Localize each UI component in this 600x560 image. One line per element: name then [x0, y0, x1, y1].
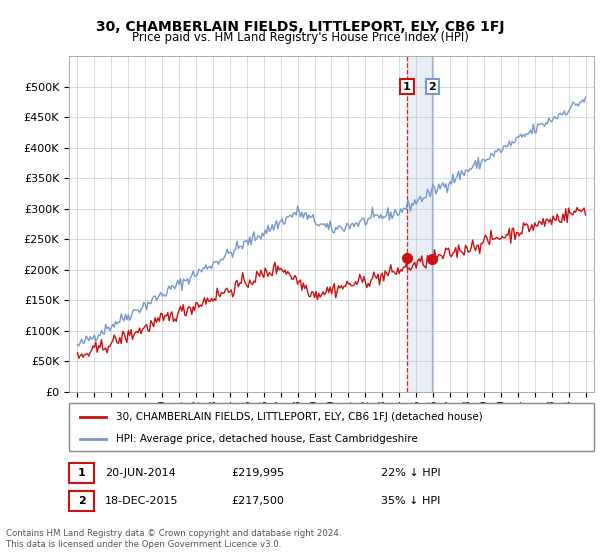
Text: 1: 1 [403, 82, 411, 91]
FancyBboxPatch shape [69, 403, 594, 451]
Text: 30, CHAMBERLAIN FIELDS, LITTLEPORT, ELY, CB6 1FJ (detached house): 30, CHAMBERLAIN FIELDS, LITTLEPORT, ELY,… [116, 412, 483, 422]
Text: 2: 2 [78, 496, 85, 506]
Text: 2: 2 [428, 82, 436, 91]
Text: Contains HM Land Registry data © Crown copyright and database right 2024.
This d: Contains HM Land Registry data © Crown c… [6, 529, 341, 549]
Text: HPI: Average price, detached house, East Cambridgeshire: HPI: Average price, detached house, East… [116, 434, 418, 444]
Text: Price paid vs. HM Land Registry's House Price Index (HPI): Price paid vs. HM Land Registry's House … [131, 31, 469, 44]
Text: 18-DEC-2015: 18-DEC-2015 [105, 496, 179, 506]
Text: 1: 1 [78, 468, 85, 478]
Text: 22% ↓ HPI: 22% ↓ HPI [381, 468, 440, 478]
Text: 35% ↓ HPI: 35% ↓ HPI [381, 496, 440, 506]
Bar [407, 56, 433, 392]
Text: 20-JUN-2014: 20-JUN-2014 [105, 468, 176, 478]
Text: £219,995: £219,995 [231, 468, 284, 478]
Text: 30, CHAMBERLAIN FIELDS, LITTLEPORT, ELY, CB6 1FJ: 30, CHAMBERLAIN FIELDS, LITTLEPORT, ELY,… [96, 20, 504, 34]
Text: £217,500: £217,500 [231, 496, 284, 506]
